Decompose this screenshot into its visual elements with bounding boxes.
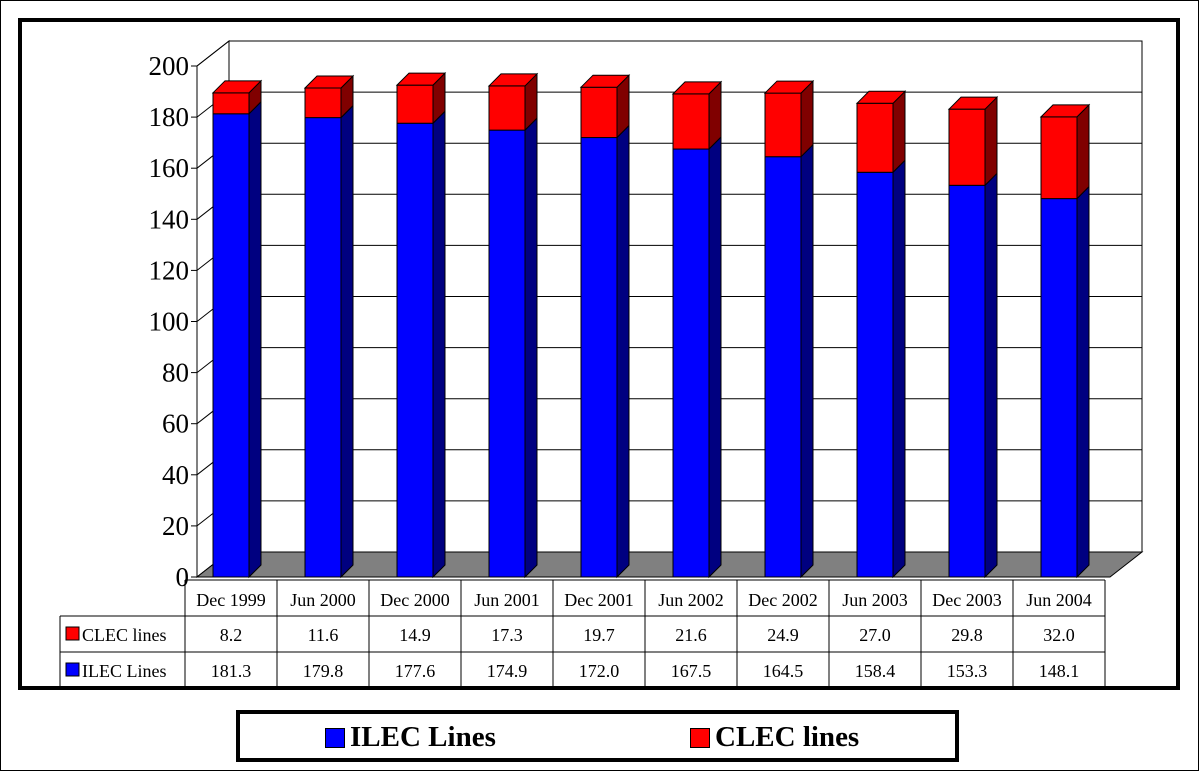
- bar-clec: [488, 85, 526, 131]
- bar-top: [855, 90, 907, 104]
- table-cell: 181.3: [211, 661, 252, 681]
- bar-ilec-side: [800, 143, 814, 579]
- bar-top: [671, 81, 723, 95]
- bar-ilec-side: [432, 110, 446, 579]
- bar-clec: [580, 86, 618, 139]
- bar-clec: [396, 84, 434, 124]
- bar-ilec: [764, 156, 802, 578]
- bar-top: [579, 74, 631, 88]
- bar-ilec-side: [984, 172, 998, 579]
- table-cell: 14.9: [399, 625, 431, 645]
- bar-ilec-side: [248, 100, 262, 579]
- legend-label-ilec: ILEC Lines: [350, 721, 496, 753]
- table-cell: 153.3: [947, 661, 988, 681]
- category-label: Dec 1999: [196, 590, 265, 610]
- bar-ilec: [672, 148, 710, 578]
- table-cell: 158.4: [855, 661, 896, 681]
- table-cell: 8.2: [220, 625, 243, 645]
- table-cell: 27.0: [859, 625, 891, 645]
- table-row-swatch: [65, 662, 80, 677]
- bar-ilec: [948, 184, 986, 578]
- table-row-label: CLEC lines: [82, 625, 167, 645]
- table-cell: 177.6: [395, 661, 436, 681]
- y-tick-label: 180: [149, 102, 190, 132]
- bar-clec: [948, 108, 986, 186]
- bar-top: [1039, 104, 1091, 118]
- bar-top: [947, 96, 999, 110]
- bar-clec: [212, 92, 250, 115]
- table-cell: 148.1: [1039, 661, 1080, 681]
- legend-item-ilec: ILEC Lines: [325, 721, 496, 754]
- y-tick-label: 160: [149, 153, 190, 183]
- table-cell: 179.8: [303, 661, 344, 681]
- table-row-swatch: [65, 626, 80, 641]
- bar-top: [395, 72, 447, 86]
- table-cell: 32.0: [1043, 625, 1075, 645]
- y-tick-label: 200: [149, 51, 190, 81]
- y-tick-label: 120: [149, 255, 190, 285]
- legend-swatch-ilec: [325, 727, 345, 748]
- table-cell: 17.3: [491, 625, 523, 645]
- legend-item-clec: CLEC lines: [690, 721, 859, 754]
- bar-clec: [764, 92, 802, 158]
- table-cell: 24.9: [767, 625, 799, 645]
- bar-ilec-side: [340, 104, 354, 579]
- bar-ilec-side: [524, 116, 538, 579]
- bar-ilec-side: [1076, 185, 1090, 579]
- category-label: Dec 2003: [932, 590, 1001, 610]
- bar-clec: [856, 102, 894, 173]
- y-tick-label: 80: [162, 358, 189, 388]
- category-label: Dec 2002: [748, 590, 817, 610]
- category-label: Jun 2002: [658, 590, 724, 610]
- category-label: Jun 2003: [842, 590, 908, 610]
- table-row-label: ILEC Lines: [82, 661, 166, 681]
- bar-clec: [304, 87, 342, 119]
- bar-clec-side: [892, 90, 906, 174]
- y-tick-label: 0: [176, 562, 190, 592]
- y-tick-label: 100: [149, 307, 190, 337]
- category-label: Jun 2001: [474, 590, 540, 610]
- y-tick-label: 40: [162, 460, 189, 490]
- bar-ilec: [1040, 198, 1078, 578]
- table-cell: 164.5: [763, 661, 804, 681]
- table-cell: 11.6: [308, 625, 339, 645]
- category-label: Dec 2000: [380, 590, 449, 610]
- y-tick-label: 140: [149, 204, 190, 234]
- bar-top: [303, 75, 355, 89]
- bar-ilec: [580, 137, 618, 578]
- bar-ilec-side: [708, 135, 722, 579]
- bar-ilec: [488, 129, 526, 578]
- legend-label-clec: CLEC lines: [715, 721, 860, 753]
- category-label: Jun 2000: [290, 590, 356, 610]
- bar-ilec-side: [616, 124, 630, 579]
- y-tick-label: 20: [162, 511, 189, 541]
- bar-ilec: [856, 171, 894, 578]
- legend: ILEC Lines CLEC lines: [236, 710, 959, 762]
- bar-clec: [1040, 116, 1078, 200]
- bar-clec-side: [1076, 103, 1090, 200]
- bar-top: [763, 80, 815, 94]
- table-cell: 19.7: [583, 625, 615, 645]
- bar-clec-side: [984, 95, 998, 187]
- bar-top: [211, 80, 263, 94]
- gridline-side: [196, 40, 230, 67]
- table-cell: 29.8: [951, 625, 983, 645]
- bar-ilec: [212, 113, 250, 578]
- table-cell: 21.6: [675, 625, 707, 645]
- bar-ilec: [396, 122, 434, 578]
- category-label: Jun 2004: [1026, 590, 1092, 610]
- category-label: Dec 2001: [564, 590, 633, 610]
- table-cell: 174.9: [487, 661, 528, 681]
- bar-clec: [672, 93, 710, 150]
- bar-ilec-side: [892, 159, 906, 579]
- y-tick-label: 60: [162, 409, 189, 439]
- legend-swatch-clec: [690, 727, 710, 748]
- table-cell: 172.0: [579, 661, 620, 681]
- bar-top: [487, 73, 539, 87]
- table-cell: 167.5: [671, 661, 712, 681]
- bar-ilec: [304, 117, 342, 578]
- bar-clec-side: [800, 79, 814, 158]
